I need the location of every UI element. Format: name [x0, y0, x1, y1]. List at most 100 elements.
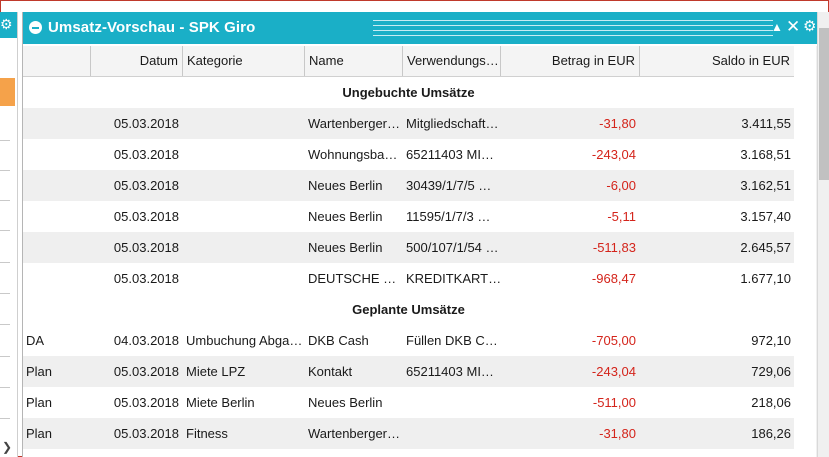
scrollbar-thumb[interactable]	[819, 28, 829, 180]
cell-saldo: 186,26	[751, 426, 791, 441]
cell-saldo: 3.168,51	[740, 147, 791, 162]
cell-kategorie: Fitness	[186, 426, 228, 441]
cell-betrag: -243,04	[591, 364, 636, 379]
cell-verwendung: 11595/1/7/3 …	[406, 209, 491, 224]
column-header-betrag[interactable]: Betrag in EUR	[501, 46, 640, 76]
cell-datum: 05.03.2018	[113, 240, 179, 255]
cell-type	[26, 201, 86, 232]
cell-saldo: 3.157,40	[740, 209, 791, 224]
table-header: Datum Kategorie Name Verwendungs… Betrag…	[23, 46, 794, 77]
row-divider	[0, 356, 10, 357]
cell-name: DEUTSCHE …	[308, 271, 397, 286]
cell-betrag: -31,80	[599, 116, 636, 131]
column-header-datum[interactable]: Datum	[91, 46, 183, 76]
background-selected-row[interactable]	[0, 78, 15, 106]
table-row[interactable]: Plan 05.03.2018 Miete Berlin Neues Berli…	[23, 387, 794, 418]
cell-verwendung: Füllen DKB C…	[406, 333, 498, 348]
cell-name: Neues Berlin	[308, 240, 383, 255]
cell-datum: 05.03.2018	[113, 209, 179, 224]
cell-type	[26, 170, 86, 201]
cell-type	[26, 232, 86, 263]
table-row[interactable]: 05.03.2018 Neues Berlin 11595/1/7/3 … -5…	[23, 201, 794, 232]
window-titlebar[interactable]: Umsatz-Vorschau - SPK Giro ▲ ✕ ⚙	[23, 12, 819, 44]
cell-saldo: 3.411,55	[741, 116, 791, 131]
row-divider	[0, 170, 10, 171]
cell-kategorie	[186, 108, 301, 139]
umsatz-vorschau-window: Umsatz-Vorschau - SPK Giro ▲ ✕ ⚙ Datum K…	[22, 12, 829, 457]
table-row[interactable]: 05.03.2018 Wartenberger… Mitgliedschaft……	[23, 108, 794, 139]
cell-betrag: -31,80	[599, 426, 636, 441]
column-header-verwendung[interactable]: Verwendungs…	[403, 46, 501, 76]
table-row[interactable]: 05.03.2018 Neues Berlin 30439/1/7/5 … -6…	[23, 170, 794, 201]
cell-name: Wohnungsba…	[308, 147, 398, 162]
cell-betrag: -6,00	[606, 178, 636, 193]
cell-verwendung	[406, 387, 500, 418]
cell-name: Neues Berlin	[308, 178, 383, 193]
row-divider	[0, 324, 10, 325]
drag-grip-line	[373, 35, 773, 36]
row-divider	[0, 293, 10, 294]
section-header-geplant: Geplante Umsätze	[352, 302, 465, 317]
cell-betrag: -243,04	[591, 147, 636, 162]
drag-grip-line	[373, 25, 773, 26]
cell-verwendung: Mitgliedschaft…	[406, 116, 499, 131]
cell-kategorie: Miete LPZ	[186, 364, 246, 379]
chevron-right-icon[interactable]: ❯	[2, 440, 13, 454]
table-row[interactable]: Plan 05.03.2018 Fitness Wartenberger… -3…	[23, 418, 794, 449]
cell-kategorie	[186, 232, 301, 263]
cell-betrag: -705,00	[591, 333, 636, 348]
cell-type: Plan	[26, 426, 53, 441]
cell-datum: 04.03.2018	[113, 333, 179, 348]
cell-datum: 05.03.2018	[113, 178, 179, 193]
gear-icon[interactable]: ⚙	[803, 18, 817, 35]
cell-kategorie	[186, 139, 301, 170]
minus-circle-icon[interactable]	[29, 21, 42, 34]
cell-type	[26, 139, 86, 170]
cell-betrag: -511,83	[592, 240, 636, 255]
cell-type: Plan	[26, 395, 53, 410]
close-icon[interactable]: ✕	[786, 17, 801, 36]
background-window-titlebar: ⚙	[0, 12, 17, 38]
drag-grip-line	[373, 20, 773, 21]
table-row[interactable]: 05.03.2018 Neues Berlin 500/107/1/54 … -…	[23, 232, 794, 263]
cell-datum: 05.03.2018	[113, 395, 179, 410]
column-header-type[interactable]	[23, 46, 91, 76]
cell-name: Neues Berlin	[308, 395, 383, 410]
cell-verwendung: KREDITKART…	[406, 271, 500, 286]
cell-saldo: 218,06	[751, 395, 791, 410]
row-divider	[0, 262, 10, 263]
background-window	[0, 12, 18, 457]
column-header-saldo[interactable]: Saldo in EUR	[711, 53, 790, 68]
section-header-ungebucht: Ungebuchte Umsätze	[342, 85, 475, 100]
cell-type: DA	[26, 333, 45, 348]
cell-verwendung: 500/107/1/54 …	[406, 240, 499, 255]
table-row[interactable]: Plan 05.03.2018 Miete LPZ Kontakt 652114…	[23, 356, 794, 387]
cell-type	[26, 108, 86, 139]
cell-kategorie: Umbuchung Abga…	[186, 333, 301, 348]
cell-name: Neues Berlin	[308, 209, 383, 224]
cell-saldo: 3.162,51	[740, 178, 791, 193]
cell-datum: 05.03.2018	[113, 116, 179, 131]
cell-datum: 05.03.2018	[113, 271, 179, 286]
table-row[interactable]: 05.03.2018 Wohnungsba… 65211403 MI… -243…	[23, 139, 794, 170]
column-header-kategorie[interactable]: Kategorie	[183, 46, 305, 76]
row-divider	[0, 418, 10, 419]
table-row[interactable]: DA 04.03.2018 Umbuchung Abga… DKB Cash F…	[23, 325, 794, 356]
table-row[interactable]: 05.03.2018 DEUTSCHE … KREDITKART… -968,4…	[23, 263, 794, 294]
outer-vertical-scrollbar[interactable]	[817, 12, 829, 457]
row-divider	[0, 140, 10, 141]
cell-saldo: 972,10	[751, 333, 791, 348]
window-title: Umsatz-Vorschau - SPK Giro	[48, 19, 256, 36]
cell-datum: 05.03.2018	[113, 426, 179, 441]
column-header-name[interactable]: Name	[305, 46, 403, 76]
gear-icon[interactable]: ⚙	[0, 16, 13, 32]
cell-saldo: 1.677,10	[740, 271, 791, 286]
cell-betrag: -511,00	[592, 395, 636, 410]
cell-kategorie: Miete Berlin	[186, 395, 255, 410]
cell-type	[26, 263, 86, 294]
cell-type: Plan	[26, 364, 53, 379]
cell-saldo: 729,06	[751, 364, 791, 379]
sort-asc-icon[interactable]: ▲	[771, 20, 783, 34]
cell-verwendung: 65211403 MI…	[406, 364, 494, 379]
row-divider	[0, 230, 10, 231]
